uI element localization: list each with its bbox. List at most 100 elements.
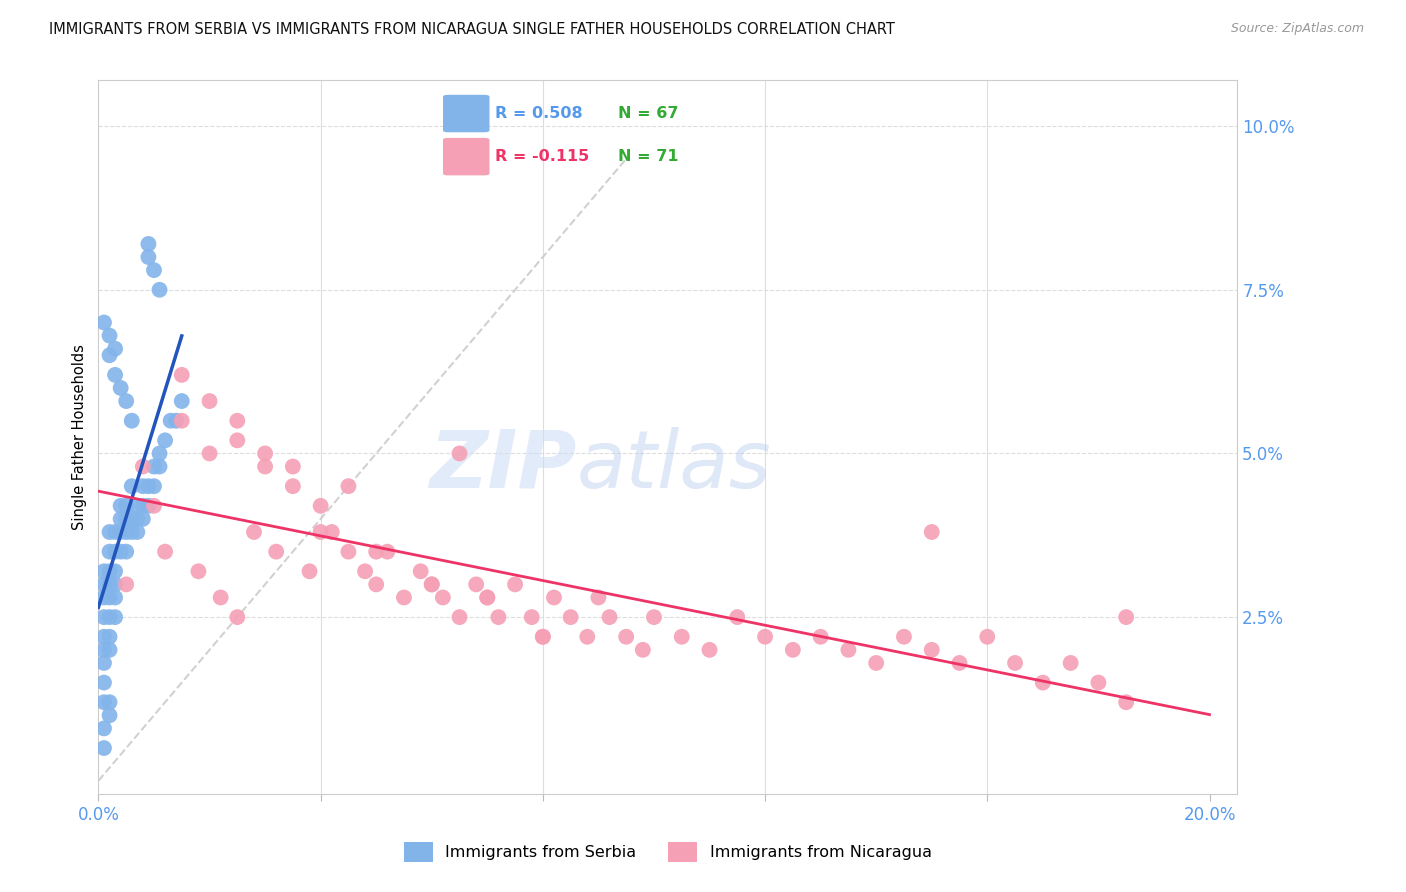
Text: atlas: atlas [576, 426, 772, 505]
Point [93, 610, 115, 624]
Point [187, 564, 209, 578]
Point [254, 446, 277, 460]
Point [121, 512, 143, 526]
Point [110, 524, 132, 539]
Point [170, 394, 193, 409]
Point [121, 414, 143, 428]
Point [281, 459, 304, 474]
Point [93, 316, 115, 330]
Point [93, 591, 115, 605]
Point [432, 591, 454, 605]
Point [104, 544, 127, 558]
Point [631, 643, 654, 657]
Point [264, 544, 287, 558]
Point [170, 414, 193, 428]
Point [98, 630, 121, 644]
Point [110, 544, 132, 558]
Point [366, 577, 388, 591]
Point [754, 630, 776, 644]
Point [121, 524, 143, 539]
Point [1004, 656, 1026, 670]
Point [148, 459, 170, 474]
FancyBboxPatch shape [443, 95, 489, 132]
Point [98, 591, 121, 605]
Point [143, 459, 166, 474]
Point [127, 524, 149, 539]
Point [98, 708, 121, 723]
Point [321, 524, 343, 539]
Point [281, 479, 304, 493]
Point [93, 630, 115, 644]
Point [392, 591, 415, 605]
Point [486, 610, 509, 624]
Point [98, 564, 121, 578]
Text: N = 71: N = 71 [619, 149, 679, 164]
Point [132, 459, 155, 474]
Point [309, 524, 332, 539]
Point [93, 695, 115, 709]
Point [153, 434, 176, 448]
Point [782, 643, 804, 657]
Point [98, 610, 121, 624]
Point [115, 577, 138, 591]
Point [138, 250, 160, 264]
Point [127, 499, 149, 513]
Point [198, 446, 221, 460]
Point [614, 630, 637, 644]
Text: Source: ZipAtlas.com: Source: ZipAtlas.com [1230, 22, 1364, 36]
Point [531, 630, 554, 644]
Text: R = 0.508: R = 0.508 [495, 106, 582, 121]
Point [893, 630, 915, 644]
Point [98, 544, 121, 558]
Point [449, 610, 471, 624]
Point [104, 577, 127, 591]
Point [1115, 695, 1137, 709]
Point [98, 524, 121, 539]
Point [115, 512, 138, 526]
Point [138, 236, 160, 251]
Point [132, 479, 155, 493]
Point [1059, 656, 1081, 670]
Point [599, 610, 621, 624]
Point [159, 414, 181, 428]
Point [226, 610, 249, 624]
Point [699, 643, 721, 657]
Point [254, 459, 277, 474]
Point [98, 643, 121, 657]
Point [104, 591, 127, 605]
Point [104, 368, 127, 382]
Legend: Immigrants from Serbia, Immigrants from Nicaragua: Immigrants from Serbia, Immigrants from … [398, 836, 938, 868]
Point [643, 610, 665, 624]
Point [115, 499, 138, 513]
Point [366, 544, 388, 558]
Point [121, 479, 143, 493]
Point [132, 512, 155, 526]
Point [309, 499, 332, 513]
Point [337, 479, 360, 493]
Point [93, 656, 115, 670]
Point [93, 643, 115, 657]
Point [354, 564, 377, 578]
Point [93, 577, 115, 591]
Text: R = -0.115: R = -0.115 [495, 149, 589, 164]
Point [337, 544, 360, 558]
Point [209, 591, 232, 605]
Point [153, 544, 176, 558]
Text: IMMIGRANTS FROM SERBIA VS IMMIGRANTS FROM NICARAGUA SINGLE FATHER HOUSEHOLDS COR: IMMIGRANTS FROM SERBIA VS IMMIGRANTS FRO… [49, 22, 896, 37]
Point [115, 524, 138, 539]
Point [143, 479, 166, 493]
Text: ZIP: ZIP [429, 426, 576, 505]
Point [375, 544, 398, 558]
Point [98, 328, 121, 343]
Point [520, 610, 543, 624]
Y-axis label: Single Father Households: Single Father Households [72, 344, 87, 530]
Point [143, 263, 166, 277]
Point [226, 414, 249, 428]
Point [93, 564, 115, 578]
Point [148, 283, 170, 297]
Point [810, 630, 832, 644]
Point [98, 577, 121, 591]
Point [104, 524, 127, 539]
Point [226, 434, 249, 448]
Point [98, 348, 121, 362]
